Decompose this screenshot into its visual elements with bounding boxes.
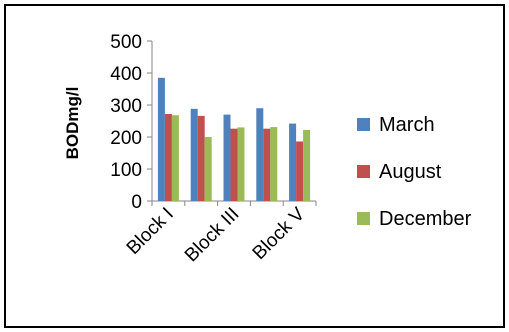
bar-march-2 — [190, 108, 198, 201]
x-category-label: Block III — [181, 204, 244, 267]
bar-december-1 — [171, 115, 179, 201]
y-tick-label: 200 — [110, 128, 142, 149]
bar-march-5 — [289, 123, 297, 201]
y-tick-label: 0 — [131, 192, 142, 213]
y-tick-label: 400 — [110, 64, 142, 85]
bar-march-1 — [157, 77, 165, 201]
y-axis-title: BODmg/l — [63, 87, 82, 160]
bar-december-5 — [303, 129, 311, 201]
bar-march-3 — [223, 114, 231, 201]
legend: March August December — [357, 114, 472, 230]
chart-frame — [4, 4, 505, 328]
x-category-label: Block V — [249, 203, 310, 264]
bar-march-4 — [256, 108, 264, 201]
bar-august-2 — [197, 115, 205, 201]
legend-swatch-december — [357, 212, 370, 225]
legend-swatch-march — [357, 118, 370, 131]
bar-august-1 — [164, 113, 172, 201]
legend-swatch-august — [357, 165, 370, 178]
bar-august-4 — [263, 128, 271, 201]
y-tick-label: 100 — [110, 160, 142, 181]
legend-label-august: August — [379, 161, 442, 183]
legend-label-march: March — [379, 114, 435, 136]
bar-december-4 — [270, 127, 278, 201]
bar-august-3 — [230, 128, 238, 201]
bar-august-5 — [296, 141, 304, 201]
legend-label-december: December — [379, 208, 472, 230]
bars-layer — [157, 77, 311, 201]
y-tick-label: 500 — [110, 32, 142, 53]
bar-december-2 — [204, 137, 212, 201]
bar-december-3 — [237, 127, 245, 201]
y-tick-label: 300 — [110, 96, 142, 117]
